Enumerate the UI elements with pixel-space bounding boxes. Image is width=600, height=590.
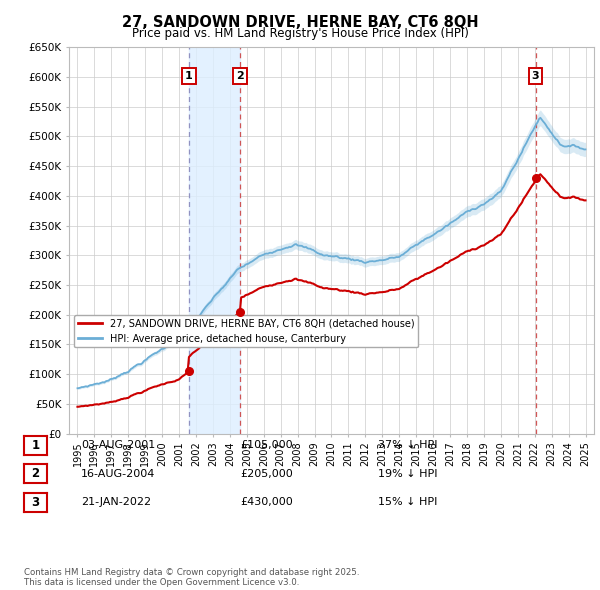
Text: 19% ↓ HPI: 19% ↓ HPI [378, 469, 437, 478]
Text: Contains HM Land Registry data © Crown copyright and database right 2025.
This d: Contains HM Land Registry data © Crown c… [24, 568, 359, 587]
Text: 03-AUG-2001: 03-AUG-2001 [81, 441, 155, 450]
Text: 21-JAN-2022: 21-JAN-2022 [81, 497, 151, 507]
Text: 37% ↓ HPI: 37% ↓ HPI [378, 441, 437, 450]
Text: Price paid vs. HM Land Registry's House Price Index (HPI): Price paid vs. HM Land Registry's House … [131, 27, 469, 40]
Text: £205,000: £205,000 [240, 469, 293, 478]
Text: 1: 1 [185, 71, 193, 81]
Text: 2: 2 [31, 467, 40, 480]
Text: 2: 2 [236, 71, 244, 81]
Text: 16-AUG-2004: 16-AUG-2004 [81, 469, 155, 478]
Bar [189, 47, 241, 434]
Text: 3: 3 [532, 71, 539, 81]
Text: 15% ↓ HPI: 15% ↓ HPI [378, 497, 437, 507]
Text: £105,000: £105,000 [240, 441, 293, 450]
Text: 3: 3 [31, 496, 40, 509]
Text: £430,000: £430,000 [240, 497, 293, 507]
Legend: 27, SANDOWN DRIVE, HERNE BAY, CT6 8QH (detached house), HPI: Average price, deta: 27, SANDOWN DRIVE, HERNE BAY, CT6 8QH (d… [74, 315, 418, 348]
Text: 27, SANDOWN DRIVE, HERNE BAY, CT6 8QH: 27, SANDOWN DRIVE, HERNE BAY, CT6 8QH [122, 15, 478, 30]
Text: 1: 1 [31, 439, 40, 452]
